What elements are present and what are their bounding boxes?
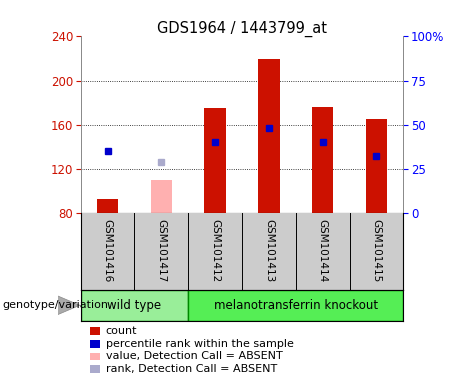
Text: melanotransferrin knockout: melanotransferrin knockout <box>214 299 378 312</box>
Text: GSM101417: GSM101417 <box>156 219 166 283</box>
Text: GSM101415: GSM101415 <box>372 219 382 283</box>
Bar <box>312 107 333 213</box>
Polygon shape <box>58 296 80 315</box>
Text: value, Detection Call = ABSENT: value, Detection Call = ABSENT <box>106 351 282 361</box>
Bar <box>366 119 387 213</box>
Bar <box>258 59 280 213</box>
Text: GDS1964 / 1443799_at: GDS1964 / 1443799_at <box>157 21 327 37</box>
Text: GSM101416: GSM101416 <box>102 219 112 283</box>
Text: GSM101413: GSM101413 <box>264 219 274 283</box>
Bar <box>204 108 226 213</box>
Text: GSM101412: GSM101412 <box>210 219 220 283</box>
Bar <box>81 290 188 321</box>
Text: count: count <box>106 326 137 336</box>
Text: percentile rank within the sample: percentile rank within the sample <box>106 339 294 349</box>
Bar <box>151 180 172 213</box>
Text: genotype/variation: genotype/variation <box>2 300 108 310</box>
Text: wild type: wild type <box>107 299 161 312</box>
Bar <box>188 290 403 321</box>
Bar <box>97 199 118 213</box>
Text: rank, Detection Call = ABSENT: rank, Detection Call = ABSENT <box>106 364 277 374</box>
Text: GSM101414: GSM101414 <box>318 219 328 283</box>
